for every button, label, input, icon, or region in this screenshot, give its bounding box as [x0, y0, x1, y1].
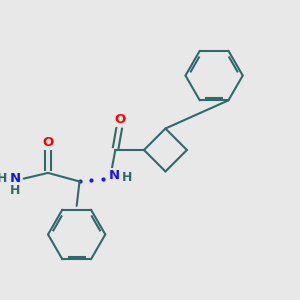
- Text: N: N: [10, 172, 21, 185]
- Text: N: N: [108, 169, 119, 182]
- Text: H: H: [122, 171, 132, 184]
- Text: H: H: [10, 184, 20, 197]
- Text: O: O: [42, 136, 54, 149]
- Text: H: H: [0, 172, 8, 185]
- Text: O: O: [114, 113, 125, 126]
